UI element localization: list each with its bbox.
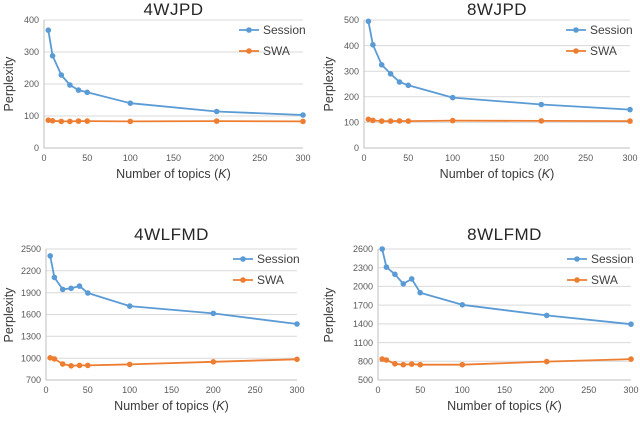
svg-text:100: 100 bbox=[123, 153, 138, 163]
svg-text:0: 0 bbox=[34, 143, 39, 153]
svg-text:0: 0 bbox=[43, 385, 48, 395]
svg-text:SWA: SWA bbox=[257, 273, 284, 287]
svg-text:Session: Session bbox=[591, 252, 634, 266]
chart-panel-4wjpd: 0 100 200 300 400 0 50 100 150 200 250 300 Session SW… bbox=[0, 0, 320, 216]
x-axis-title: Number of topics (K) bbox=[116, 167, 231, 181]
svg-text:Session: Session bbox=[263, 23, 306, 37]
x-axis-title-close: ) bbox=[226, 167, 231, 181]
chart-panel-4wlfmd: 700 1000 1300 1600 1900 2200 2500 0 50 100 150 200 2… bbox=[0, 216, 320, 433]
x-axis-title-text: Number of topics ( bbox=[116, 167, 219, 181]
svg-text:0: 0 bbox=[361, 153, 366, 163]
svg-text:1100: 1100 bbox=[354, 338, 373, 348]
y-axis-title: Perplexity bbox=[2, 287, 16, 342]
svg-text:100: 100 bbox=[445, 153, 460, 163]
svg-text:400: 400 bbox=[344, 41, 359, 51]
y-axis-title: Perplexity bbox=[2, 56, 16, 112]
svg-text:100: 100 bbox=[344, 118, 359, 128]
svg-text:150: 150 bbox=[497, 385, 512, 395]
svg-text:300: 300 bbox=[622, 153, 637, 163]
svg-text:SWA: SWA bbox=[263, 44, 290, 58]
svg-text:700: 700 bbox=[26, 375, 41, 385]
x-axis-title: Number of topics (K) bbox=[114, 399, 229, 413]
x-axis-title-k: K bbox=[218, 167, 227, 181]
x-axis-title-k: K bbox=[541, 167, 551, 181]
svg-text:50: 50 bbox=[415, 385, 425, 395]
svg-text:SWA: SWA bbox=[590, 44, 617, 58]
svg-text:50: 50 bbox=[403, 153, 413, 163]
x-axis-title-close: ) bbox=[557, 399, 562, 413]
x-axis-title-k: K bbox=[216, 399, 225, 413]
svg-text:250: 250 bbox=[578, 153, 593, 163]
svg-text:2200: 2200 bbox=[21, 266, 41, 276]
svg-text:150: 150 bbox=[489, 153, 504, 163]
svg-text:1900: 1900 bbox=[21, 288, 41, 298]
svg-text:SWA: SWA bbox=[591, 273, 618, 287]
x-axis-title-text: Number of topics ( bbox=[114, 399, 217, 413]
svg-text:2300: 2300 bbox=[353, 263, 373, 273]
svg-text:300: 300 bbox=[295, 153, 310, 163]
x-axis-title-close: ) bbox=[224, 399, 229, 413]
svg-text:500: 500 bbox=[344, 15, 359, 25]
svg-text:1000: 1000 bbox=[21, 353, 41, 363]
svg-text:100: 100 bbox=[122, 385, 137, 395]
x-axis-title-k: K bbox=[549, 399, 558, 413]
svg-text:0: 0 bbox=[354, 143, 359, 153]
svg-text:50: 50 bbox=[83, 385, 93, 395]
svg-text:0: 0 bbox=[41, 153, 46, 163]
chart-title: 8WJPD bbox=[466, 0, 528, 19]
svg-text:Session: Session bbox=[590, 23, 633, 37]
chart-title: 8WLFMD bbox=[467, 225, 542, 244]
plot-area: 700 1000 1300 1600 1900 2200 2500 0 50 100 150 200 2… bbox=[21, 244, 305, 395]
svg-text:2600: 2600 bbox=[353, 244, 373, 254]
chart-title: 4WJPD bbox=[143, 0, 204, 19]
x-axis-title: Number of topics (K) bbox=[447, 399, 562, 413]
svg-text:100: 100 bbox=[455, 385, 470, 395]
svg-text:100: 100 bbox=[24, 111, 39, 121]
svg-text:1700: 1700 bbox=[353, 300, 373, 310]
svg-text:200: 200 bbox=[209, 153, 224, 163]
svg-text:50: 50 bbox=[82, 153, 92, 163]
plot-area: 0 100 200 300 400 500 0 50 100 150 200 250 300 Sessio… bbox=[344, 15, 638, 163]
svg-text:300: 300 bbox=[623, 385, 638, 395]
svg-text:Session: Session bbox=[257, 252, 300, 266]
svg-text:200: 200 bbox=[206, 385, 221, 395]
x-axis-title-text: Number of topics ( bbox=[439, 167, 542, 181]
svg-text:2500: 2500 bbox=[21, 244, 41, 254]
svg-text:2000: 2000 bbox=[353, 282, 373, 292]
svg-text:150: 150 bbox=[164, 385, 179, 395]
svg-text:200: 200 bbox=[539, 385, 554, 395]
svg-text:250: 250 bbox=[581, 385, 596, 395]
x-axis-title-close: ) bbox=[550, 167, 555, 181]
chart-title: 4WLFMD bbox=[134, 225, 209, 244]
chart-panel-8wlfmd: 500 800 1100 1400 1700 2000 2300 2600 0 50 100 150 2… bbox=[320, 216, 640, 433]
svg-text:200: 200 bbox=[24, 79, 39, 89]
svg-text:300: 300 bbox=[24, 47, 39, 57]
svg-text:1300: 1300 bbox=[21, 332, 41, 342]
svg-text:400: 400 bbox=[24, 15, 39, 25]
svg-text:200: 200 bbox=[534, 153, 549, 163]
x-axis-title-text: Number of topics ( bbox=[447, 399, 550, 413]
svg-text:300: 300 bbox=[289, 385, 304, 395]
chart-panel-8wjpd: 0 100 200 300 400 500 0 50 100 150 200 250 300 Sessio… bbox=[320, 0, 640, 216]
svg-text:500: 500 bbox=[358, 375, 373, 385]
svg-text:800: 800 bbox=[358, 357, 373, 367]
svg-text:1400: 1400 bbox=[353, 319, 373, 329]
svg-text:250: 250 bbox=[252, 153, 267, 163]
svg-text:1600: 1600 bbox=[21, 310, 41, 320]
y-axis-title: Perplexity bbox=[322, 56, 336, 112]
svg-text:250: 250 bbox=[248, 385, 263, 395]
svg-text:0: 0 bbox=[375, 385, 380, 395]
svg-text:150: 150 bbox=[166, 153, 181, 163]
y-axis-title: Perplexity bbox=[322, 287, 336, 342]
svg-text:200: 200 bbox=[344, 92, 359, 102]
svg-text:300: 300 bbox=[344, 66, 359, 76]
plot-area: 500 800 1100 1400 1700 2000 2300 2600 0 50 100 150 2… bbox=[353, 244, 639, 395]
plot-area: 0 100 200 300 400 0 50 100 150 200 250 300 Session SW… bbox=[24, 15, 311, 163]
x-axis-title: Number of topics (K) bbox=[440, 167, 555, 181]
